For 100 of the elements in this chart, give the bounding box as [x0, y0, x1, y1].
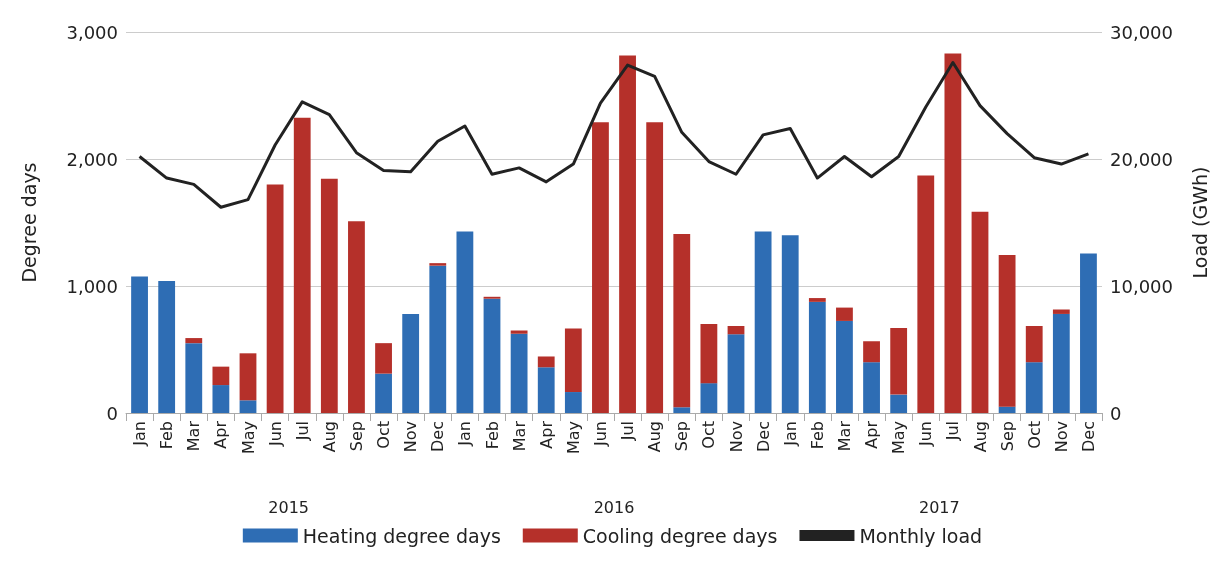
bar — [320, 178, 338, 413]
bar — [402, 313, 420, 413]
y-tick-label: 0 — [106, 402, 118, 424]
x-tick-label: May — [238, 421, 258, 455]
bar — [944, 53, 962, 413]
bar — [1025, 362, 1043, 413]
bar — [266, 184, 284, 413]
y-tick-label: 3,000 — [66, 21, 118, 43]
bar — [1052, 313, 1070, 413]
bar — [158, 280, 176, 413]
x-tick-label: May — [889, 421, 909, 455]
text: 2015 — [268, 497, 310, 517]
line-series — [138, 60, 1090, 209]
bar — [537, 367, 555, 413]
text: 2016 — [593, 497, 635, 517]
legend-label: Heating degree days — [302, 524, 501, 547]
bar — [754, 231, 772, 413]
x-tick-label: Jan — [130, 421, 150, 447]
bar — [564, 328, 582, 393]
bar — [1025, 326, 1043, 363]
bar — [971, 211, 989, 413]
bar — [700, 324, 718, 384]
x-tick-label: Apr — [536, 420, 556, 449]
y-tick-label: 2,000 — [66, 148, 118, 170]
bar — [212, 366, 230, 386]
x-tick-label: Aug — [645, 421, 665, 453]
bar — [375, 343, 392, 374]
x-tick-label: Jan — [455, 421, 475, 447]
bar — [781, 235, 799, 413]
x-tick-label: Jun — [916, 421, 936, 447]
bar — [673, 233, 691, 408]
bar — [239, 353, 257, 401]
x-tick-label: Apr — [862, 420, 882, 449]
x-tick-label: Jul — [618, 421, 638, 442]
x-tick-label: Dec — [753, 421, 773, 452]
y2-tick-label: 0 — [1110, 402, 1122, 424]
x-tick-label: Nov — [1051, 421, 1071, 453]
x-tick-label: Oct — [1024, 421, 1044, 449]
x-tick-label: Mar — [509, 420, 529, 452]
bar — [998, 406, 1016, 413]
bar — [727, 334, 745, 413]
legend-label: Monthly load — [859, 524, 983, 547]
bar — [1080, 253, 1097, 413]
y-tick-label: 1,000 — [66, 275, 118, 297]
x-tick-label: Feb — [807, 421, 827, 450]
bar — [998, 254, 1016, 407]
bar — [836, 307, 853, 321]
bar — [646, 122, 664, 413]
bar — [700, 383, 718, 413]
x-tick-label: Oct — [699, 421, 719, 449]
x-tick-label: Mar — [834, 420, 854, 452]
bar — [619, 55, 636, 413]
x-tick-label: Jul — [292, 421, 312, 442]
bar — [483, 298, 501, 413]
bar — [890, 394, 908, 413]
bar — [863, 362, 880, 413]
bar — [375, 373, 392, 413]
x-tick-label: Nov — [401, 421, 421, 453]
x-tick-label: Dec — [428, 421, 448, 452]
x-tick-label: Nov — [726, 421, 746, 453]
bar — [564, 392, 582, 413]
x-tick-label: Aug — [970, 421, 990, 453]
bar — [185, 338, 203, 344]
x-tick-label: May — [563, 421, 583, 455]
x-tick-label: Feb — [482, 421, 502, 450]
x-tick-label: Jan — [780, 421, 800, 447]
bar — [808, 298, 826, 302]
bar — [537, 356, 555, 368]
legend-label: Cooling degree days — [582, 524, 778, 547]
x-tick-label: Apr — [211, 420, 231, 449]
bar — [1052, 309, 1070, 314]
bar — [348, 221, 365, 413]
bar — [429, 263, 447, 266]
x-tick-label: Sep — [346, 421, 366, 452]
bar — [890, 327, 908, 395]
bar — [510, 333, 528, 413]
y2-tick-label: 30,000 — [1110, 21, 1173, 43]
bar — [917, 175, 935, 413]
bar — [429, 265, 447, 413]
x-tick-label: Oct — [374, 421, 394, 449]
bar — [727, 326, 745, 335]
y2-tick-label: 20,000 — [1110, 148, 1173, 170]
y2-tick-label: 10,000 — [1110, 275, 1173, 297]
x-tick-label: Mar — [184, 420, 204, 452]
bar — [836, 320, 853, 413]
x-tick-label: Jun — [265, 421, 285, 447]
x-tick-label: Feb — [157, 421, 177, 450]
bar — [510, 330, 528, 334]
bar — [673, 407, 691, 413]
bar — [185, 343, 203, 413]
x-tick-label: Dec — [1078, 421, 1098, 452]
y-axis-title: Degree days — [17, 162, 40, 283]
bar — [592, 122, 609, 413]
bar — [212, 385, 230, 413]
text: 2017 — [918, 497, 960, 517]
bar — [293, 117, 311, 413]
bar — [456, 231, 474, 413]
x-tick-label: Sep — [672, 421, 692, 452]
x-tick-label: Sep — [997, 421, 1017, 452]
bar — [808, 301, 826, 413]
